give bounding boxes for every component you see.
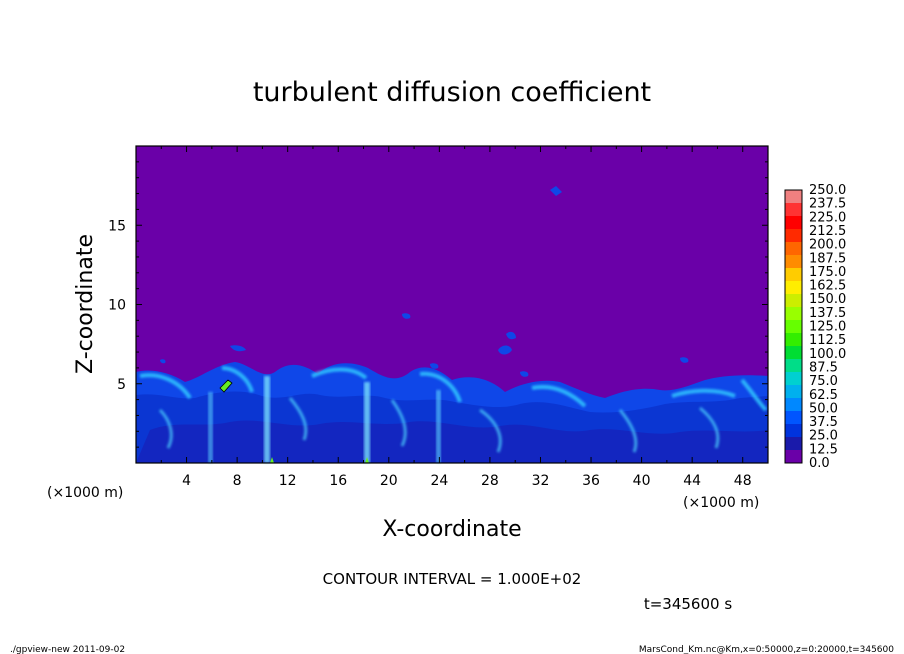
footer-right: MarsCond_Km.nc@Km,x=0:50000,z=0:20000,t=… bbox=[639, 645, 894, 654]
colorbar-segment bbox=[785, 281, 802, 295]
y-axis-label: Z-coordinate bbox=[73, 234, 98, 374]
colorbar-segment bbox=[785, 346, 802, 360]
colorbar-label: 150.0 bbox=[809, 292, 846, 307]
colorbar-segment bbox=[785, 294, 802, 308]
x-axis-ticks: 4 8 12 16 20 24 28 32 36 40 44 48 bbox=[160, 146, 752, 489]
colorbar-label: 250.0 bbox=[809, 183, 846, 198]
colorbar-label: 225.0 bbox=[809, 210, 846, 225]
turbulent-layer bbox=[136, 186, 768, 463]
x-tick-label: 16 bbox=[329, 473, 347, 489]
footer-left: ./gpview-new 2011-09-02 bbox=[10, 645, 125, 654]
colorbar-label: 212.5 bbox=[809, 224, 846, 239]
y-tick-label: 5 bbox=[117, 377, 126, 393]
colorbar-segment bbox=[785, 385, 802, 399]
colorbar-segment bbox=[785, 242, 802, 256]
colorbar-segment bbox=[785, 229, 802, 243]
x-tick-label: 44 bbox=[683, 473, 701, 489]
time-stamp: t=345600 s bbox=[644, 595, 732, 613]
colorbar-label: 125.0 bbox=[809, 320, 846, 335]
colorbar-label: 100.0 bbox=[809, 347, 846, 362]
colorbar-segment bbox=[785, 411, 802, 425]
x-tick-label: 8 bbox=[233, 473, 242, 489]
colorbar-segment bbox=[785, 320, 802, 334]
colorbar-label: 87.5 bbox=[809, 360, 838, 375]
colorbar-segment bbox=[785, 398, 802, 412]
colorbar-segment bbox=[785, 268, 802, 282]
chart-title: turbulent diffusion coefficient bbox=[253, 77, 651, 108]
colorbar-label: 62.5 bbox=[809, 388, 838, 403]
colorbar-label: 175.0 bbox=[809, 265, 846, 280]
colorbar-label: 37.5 bbox=[809, 415, 838, 430]
colorbar-segment bbox=[785, 437, 802, 451]
colorbar-frame bbox=[784, 189, 803, 464]
x-unit-label: (×1000 m) bbox=[683, 495, 759, 511]
colorbar-label: 12.5 bbox=[809, 442, 838, 457]
colorbar-segment bbox=[785, 255, 802, 269]
x-tick-label: 32 bbox=[532, 473, 550, 489]
y-tick-label: 10 bbox=[108, 298, 126, 314]
colorbar-segment bbox=[785, 307, 802, 321]
colorbar: 250.0237.5225.0212.5200.0187.5175.0162.5… bbox=[784, 183, 846, 471]
colorbar-segment bbox=[785, 333, 802, 347]
colorbar-segment bbox=[785, 203, 802, 217]
x-tick-label: 20 bbox=[380, 473, 398, 489]
colorbar-label: 112.5 bbox=[809, 333, 846, 348]
y-tick-label: 15 bbox=[108, 218, 126, 234]
colorbar-segment bbox=[785, 372, 802, 386]
colorbar-segment bbox=[785, 190, 802, 204]
x-tick-label: 28 bbox=[481, 473, 499, 489]
colorbar-label: 25.0 bbox=[809, 429, 838, 444]
x-tick-label: 48 bbox=[734, 473, 752, 489]
y-unit-label: (×1000 m) bbox=[47, 485, 123, 501]
colorbar-label: 75.0 bbox=[809, 374, 838, 389]
colorbar-label: 0.0 bbox=[809, 456, 830, 471]
contour-interval: CONTOUR INTERVAL = 1.000E+02 bbox=[323, 570, 582, 588]
y-axis-ticks: 5 10 15 bbox=[108, 161, 768, 448]
colorbar-segment bbox=[785, 216, 802, 230]
colorbar-label: 187.5 bbox=[809, 251, 846, 266]
colorbar-segment bbox=[785, 450, 802, 464]
colorbar-segment bbox=[785, 424, 802, 438]
colorbar-label: 50.0 bbox=[809, 401, 838, 416]
colorbar-label: 200.0 bbox=[809, 238, 846, 253]
colorbar-label: 237.5 bbox=[809, 197, 846, 212]
x-tick-label: 12 bbox=[279, 473, 297, 489]
colorbar-label: 162.5 bbox=[809, 279, 846, 294]
colorbar-label: 137.5 bbox=[809, 306, 846, 321]
colorbar-segment bbox=[785, 359, 802, 373]
x-tick-label: 24 bbox=[430, 473, 448, 489]
x-axis-label: X-coordinate bbox=[382, 517, 521, 542]
x-tick-label: 36 bbox=[582, 473, 600, 489]
x-tick-label: 40 bbox=[633, 473, 651, 489]
x-tick-label: 4 bbox=[182, 473, 191, 489]
